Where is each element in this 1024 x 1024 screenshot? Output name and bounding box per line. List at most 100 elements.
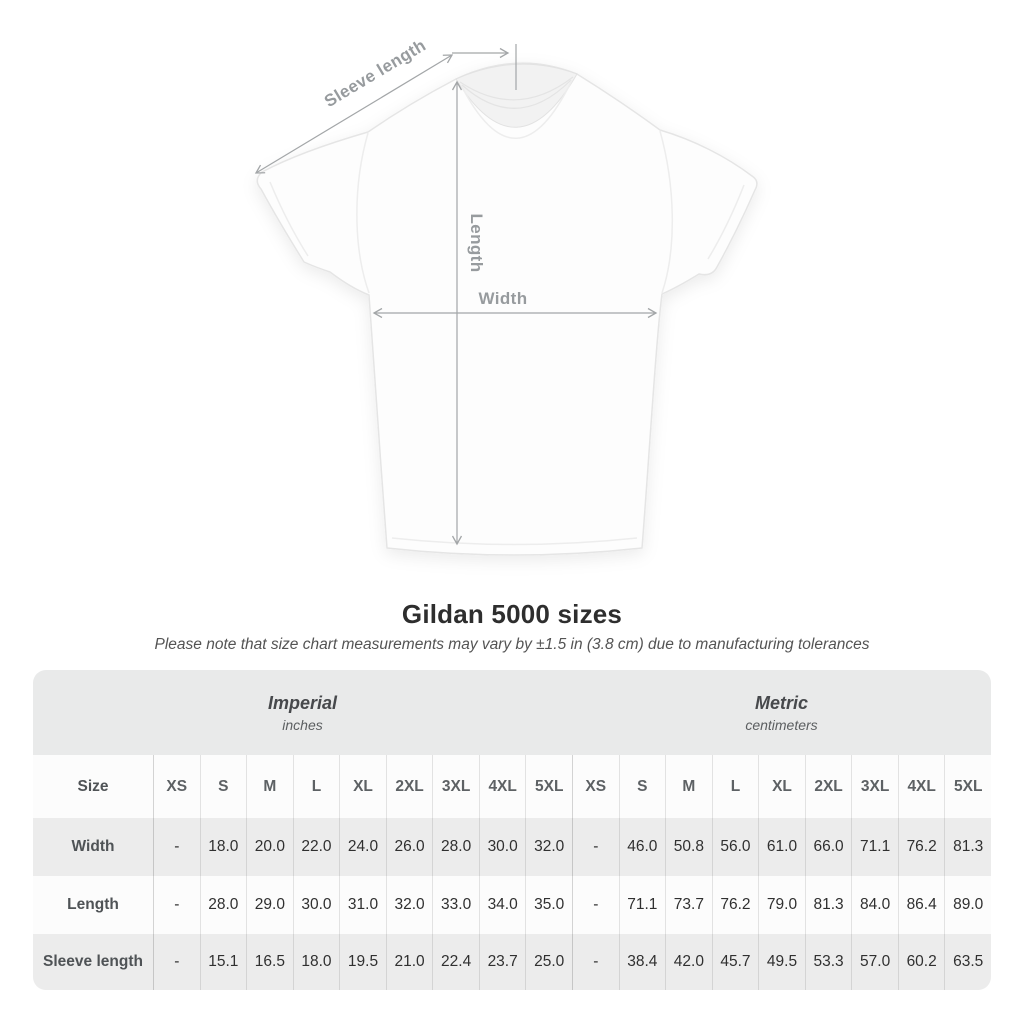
- tshirt-diagram: Sleeve length Length Width: [254, 36, 758, 556]
- metric-value: 42.0: [665, 934, 712, 990]
- imperial-value: 28.0: [432, 818, 479, 876]
- size-header-metric: S: [618, 755, 666, 818]
- unit-band: Imperial inches Metric centimeters: [33, 670, 991, 755]
- sleeve-length-label: Sleeve length: [321, 36, 429, 111]
- imperial-value: 32.0: [385, 876, 433, 934]
- size-header-imperial: XL: [339, 755, 386, 818]
- imperial-group-header: Imperial inches: [33, 670, 572, 755]
- collar-opening: [455, 63, 578, 128]
- metric-value: 81.3: [944, 818, 991, 876]
- imperial-value: -: [153, 818, 200, 876]
- width-label: Width: [478, 289, 527, 308]
- imperial-value: 19.5: [339, 934, 386, 990]
- measurement-arrows: [254, 44, 658, 546]
- bottom-hem-stitch: [391, 537, 638, 546]
- metric-value: 71.1: [618, 876, 666, 934]
- size-header-metric: 4XL: [897, 755, 945, 818]
- measurement-row: Width -18.0 20.0 22.0 24.0 26.0 28.0 30.0 32.0-4…: [33, 818, 991, 876]
- size-header-imperial: M: [246, 755, 293, 818]
- imperial-value: 25.0: [525, 934, 572, 990]
- imperial-value: 20.0: [246, 818, 293, 876]
- metric-value: 60.2: [897, 934, 945, 990]
- size-header-metric: M: [665, 755, 712, 818]
- right-armhole-seam: [659, 130, 674, 294]
- metric-value: 84.0: [851, 876, 898, 934]
- imperial-value: 29.0: [246, 876, 293, 934]
- metric-value: 79.0: [758, 876, 805, 934]
- imperial-label: Imperial: [267, 692, 338, 713]
- imperial-value: 22.0: [292, 818, 340, 876]
- size-header-metric: XS: [572, 755, 619, 818]
- metric-value: 63.5: [944, 934, 991, 990]
- metric-value: 38.4: [618, 934, 666, 990]
- row-label: Width: [71, 838, 115, 855]
- imperial-value: 18.0: [292, 934, 340, 990]
- metric-value: -: [572, 876, 619, 934]
- metric-value: -: [572, 934, 619, 990]
- collar-ribbing: [459, 76, 574, 101]
- right-sleeve-hem: [707, 184, 745, 260]
- imperial-value: 32.0: [525, 818, 572, 876]
- row-label: Sleeve length: [43, 953, 143, 970]
- collar-ribbing: [461, 79, 572, 109]
- metric-value: 71.1: [851, 818, 898, 876]
- metric-value: 81.3: [804, 876, 852, 934]
- measurement-row: Sleeve length -15.1 16.5 18.0 19.5 21.0 22.4 23…: [33, 934, 991, 990]
- size-header-imperial: XS: [153, 755, 200, 818]
- size-table: Imperial inches Metric centimeters Size X…: [33, 670, 991, 990]
- imperial-value: 30.0: [478, 818, 526, 876]
- imperial-value: 34.0: [478, 876, 526, 934]
- metric-value: -: [572, 818, 619, 876]
- metric-value: 76.2: [897, 818, 945, 876]
- size-header-imperial: 3XL: [432, 755, 479, 818]
- metric-value: 50.8: [665, 818, 712, 876]
- metric-value: 73.7: [665, 876, 712, 934]
- size-header-imperial: 4XL: [478, 755, 526, 818]
- size-header-row: Size XS S M L XL 2XL 3XL 4XL 5XL XS S M L XL 2XL 3XL 4XL 5…: [33, 755, 991, 818]
- imperial-value: 23.7: [478, 934, 526, 990]
- imperial-value: 33.0: [432, 876, 479, 934]
- imperial-value: -: [153, 934, 200, 990]
- metric-value: 89.0: [944, 876, 991, 934]
- imperial-value: 16.5: [246, 934, 293, 990]
- size-header-imperial: S: [199, 755, 247, 818]
- imperial-value: 30.0: [292, 876, 340, 934]
- metric-value: 76.2: [711, 876, 759, 934]
- metric-value: 61.0: [758, 818, 805, 876]
- metric-value: 57.0: [851, 934, 898, 990]
- size-header-metric: XL: [758, 755, 805, 818]
- size-header-imperial: 2XL: [385, 755, 433, 818]
- metric-value: 56.0: [711, 818, 759, 876]
- size-header-metric: 2XL: [804, 755, 852, 818]
- metric-sublabel: centimeters: [745, 716, 818, 733]
- size-header-metric: L: [711, 755, 759, 818]
- imperial-value: 15.1: [199, 934, 247, 990]
- imperial-value: 35.0: [525, 876, 572, 934]
- metric-value: 86.4: [897, 876, 945, 934]
- collar-seam: [460, 79, 573, 139]
- chart-subtitle: Please note that size chart measurements…: [154, 636, 870, 653]
- size-header-metric: 3XL: [851, 755, 898, 818]
- imperial-value: -: [153, 876, 200, 934]
- metric-value: 53.3: [804, 934, 852, 990]
- chart-title: Gildan 5000 sizes: [401, 599, 623, 629]
- imperial-value: 21.0: [385, 934, 433, 990]
- row-label: Length: [67, 896, 119, 913]
- tshirt-graphic: [256, 62, 758, 556]
- metric-value: 46.0: [618, 818, 666, 876]
- left-sleeve-hem: [269, 181, 309, 257]
- metric-label: Metric: [754, 692, 808, 713]
- imperial-value: 18.0: [199, 818, 247, 876]
- metric-value: 45.7: [711, 934, 759, 990]
- imperial-sublabel: inches: [282, 716, 323, 733]
- imperial-value: 22.4: [432, 934, 479, 990]
- length-label: Length: [467, 213, 486, 272]
- measurement-row: Length -28.0 29.0 30.0 31.0 32.0 33.0 34.0 35.0-…: [33, 876, 991, 934]
- size-header-imperial: 5XL: [525, 755, 572, 818]
- imperial-value: 31.0: [339, 876, 386, 934]
- metric-value: 49.5: [758, 934, 805, 990]
- metric-group-header: Metric centimeters: [572, 670, 991, 755]
- imperial-value: 24.0: [339, 818, 386, 876]
- size-header-metric: 5XL: [944, 755, 991, 818]
